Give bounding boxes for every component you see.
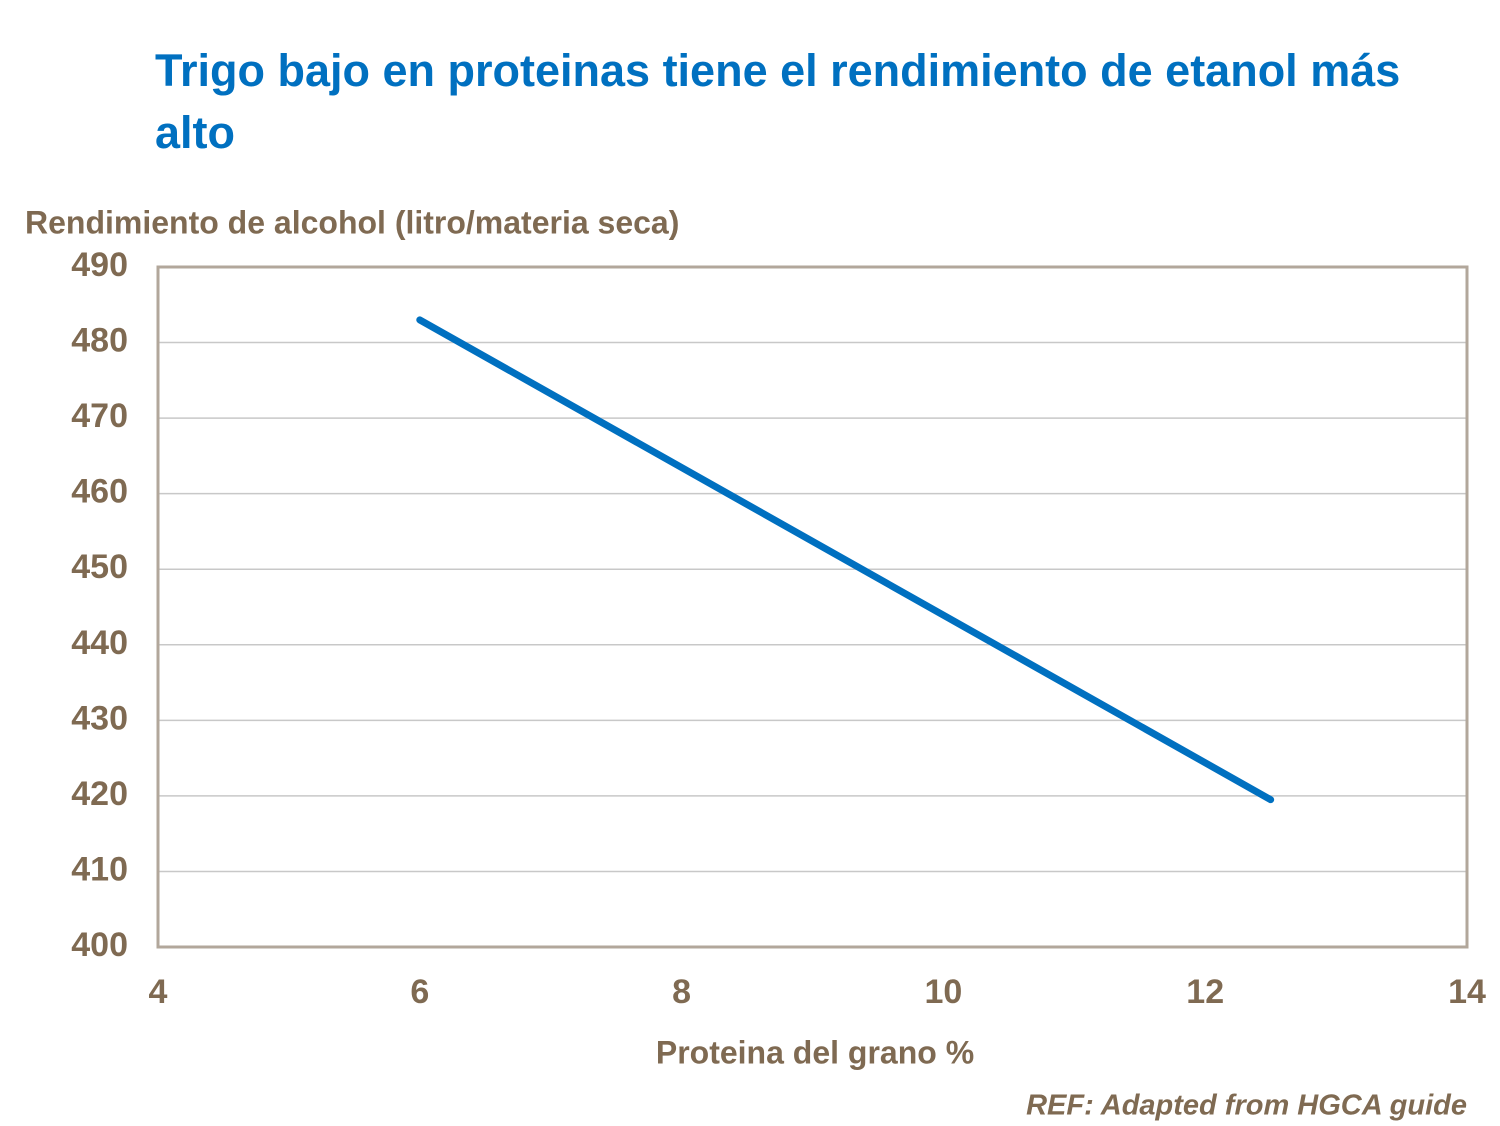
- y-tick-label: 460: [71, 473, 128, 511]
- x-axis-label: Proteina del grano %: [656, 1034, 974, 1070]
- y-tick-label: 440: [71, 624, 128, 662]
- y-axis-label: Rendimiento de alcohol (litro/materia se…: [25, 204, 679, 240]
- y-tick-label: 430: [71, 699, 128, 737]
- x-tick-label: 14: [1448, 973, 1486, 1011]
- y-tick-label: 450: [71, 548, 128, 586]
- reference-note: REF: Adapted from HGCA guide: [1026, 1090, 1467, 1122]
- chart-title: Trigo bajo en proteinas tiene el rendimi…: [155, 45, 1401, 158]
- x-tick-label: 4: [149, 973, 168, 1011]
- x-tick-label: 12: [1186, 973, 1224, 1011]
- y-tick-label: 400: [71, 926, 128, 964]
- x-tick-label: 6: [410, 973, 429, 1011]
- y-tick-label: 470: [71, 397, 128, 435]
- plot-frame: [156, 265, 1469, 949]
- y-tick-label: 490: [71, 246, 128, 284]
- x-tick-label: 10: [924, 973, 962, 1011]
- y-tick-label: 480: [71, 322, 128, 360]
- y-tick-label: 410: [71, 850, 128, 888]
- x-tick-label: 8: [672, 973, 691, 1011]
- data-line: [416, 316, 1275, 804]
- y-tick-label: 420: [71, 775, 128, 813]
